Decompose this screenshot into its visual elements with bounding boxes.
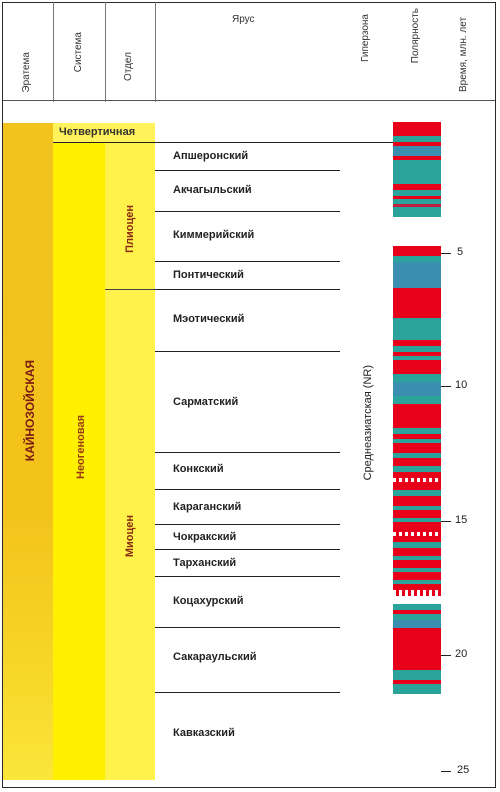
stage-divider bbox=[155, 289, 340, 290]
miocene-label: Миоцен bbox=[124, 515, 136, 558]
time-tick bbox=[441, 386, 451, 387]
time-tick bbox=[441, 521, 451, 522]
header-erathem: Эратема bbox=[21, 52, 32, 93]
stage-label: Коцахурский bbox=[173, 595, 244, 607]
erathem-label: КАЙНОЗОЙСКАЯ bbox=[23, 360, 37, 462]
stage-divider bbox=[155, 549, 340, 550]
header-system: Система bbox=[73, 32, 84, 73]
quaternary-label: Четвертичная bbox=[59, 126, 136, 138]
neogene-column bbox=[53, 142, 105, 780]
stage-divider bbox=[155, 489, 340, 490]
header-divider bbox=[3, 100, 495, 101]
header-sep-2 bbox=[105, 2, 106, 102]
stage-label: Караганский bbox=[173, 501, 242, 513]
header-sep-1 bbox=[53, 2, 54, 102]
header-series: Отдел bbox=[123, 52, 134, 81]
time-tick bbox=[441, 655, 451, 656]
header-time: Время, млн. лет bbox=[458, 16, 469, 92]
stage-label: Киммерийский bbox=[173, 229, 255, 241]
neogene-label: Неогеновая bbox=[75, 415, 87, 479]
stage-label: Акчагыльский bbox=[173, 184, 252, 196]
time-tick-label: 15 bbox=[455, 514, 468, 526]
stage-divider bbox=[155, 170, 340, 171]
stage-label: Кавказский bbox=[173, 727, 235, 739]
stage-divider bbox=[155, 452, 340, 453]
header-stage: Ярус bbox=[232, 14, 255, 25]
stage-label: Сакараульский bbox=[173, 651, 257, 663]
stage-label: Мэотический bbox=[173, 313, 245, 325]
time-tick-label: 25 bbox=[457, 764, 470, 776]
series-divider bbox=[105, 289, 155, 290]
stage-divider bbox=[155, 351, 340, 352]
hyperzone-label: Среднеазиатская (NR) bbox=[362, 365, 374, 481]
stage-label: Конкский bbox=[173, 463, 224, 475]
time-tick-label: 10 bbox=[455, 379, 468, 391]
stage-divider bbox=[53, 142, 398, 143]
polarity-strip-upper bbox=[393, 122, 441, 217]
stage-divider bbox=[155, 524, 340, 525]
stage-divider bbox=[155, 692, 340, 693]
polarity-strip-lower bbox=[393, 246, 441, 694]
stage-divider bbox=[155, 627, 340, 628]
stage-divider bbox=[155, 261, 340, 262]
time-tick-label: 5 bbox=[457, 246, 464, 258]
stage-label: Апшеронский bbox=[173, 150, 249, 162]
header-sep-3 bbox=[155, 2, 156, 102]
header-polarity: Полярность bbox=[410, 8, 421, 64]
series-column bbox=[105, 142, 155, 780]
stage-divider bbox=[155, 576, 340, 577]
stage-label: Чокракский bbox=[173, 531, 237, 543]
stage-label: Тарханский bbox=[173, 557, 237, 569]
stage-label: Понтический bbox=[173, 269, 244, 281]
time-tick bbox=[441, 771, 451, 772]
stage-label: Сарматский bbox=[173, 396, 239, 408]
quaternary-cell bbox=[53, 123, 155, 142]
erathem-column bbox=[3, 123, 53, 780]
header-hyperzone: Гиперзона bbox=[360, 14, 371, 62]
time-tick bbox=[441, 253, 451, 254]
stage-divider bbox=[155, 211, 340, 212]
time-tick-label: 20 bbox=[455, 648, 468, 660]
pliocene-label: Плиоцен bbox=[124, 205, 136, 253]
